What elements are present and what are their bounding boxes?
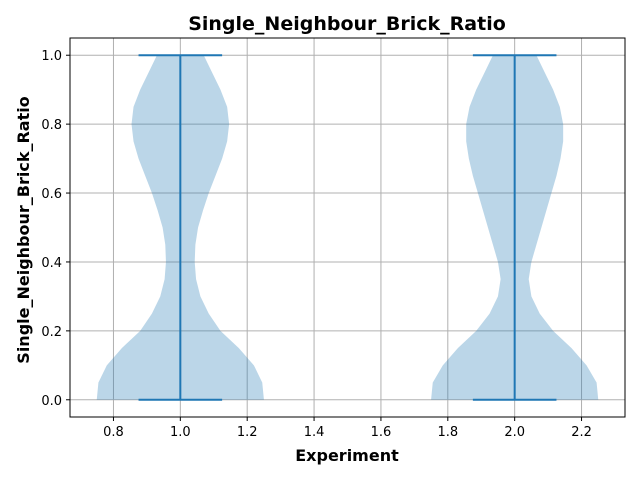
y-tick-label: 1.0 — [41, 49, 62, 64]
y-tick-label: 0.2 — [41, 325, 62, 340]
x-tick-label: 1.4 — [304, 425, 325, 440]
x-tick-label: 2.0 — [504, 425, 525, 440]
x-axis-label: Experiment — [295, 446, 399, 465]
violins — [96, 54, 599, 401]
x-tick-label: 1.2 — [237, 425, 258, 440]
y-tick-label: 0.6 — [41, 187, 62, 202]
axes: 0.8 1.0 1.2 1.4 1.6 1.8 2.0 2.2 0.0 0.2 0.4 0.6 0.8 1… — [41, 37, 626, 440]
x-tick-label: 1.0 — [170, 425, 191, 440]
y-tick-label: 0.0 — [41, 394, 62, 409]
x-tick-label: 2.2 — [571, 425, 592, 440]
chart-title: Single_Neighbour_Brick_Ratio — [188, 13, 506, 35]
plot-frame — [69, 37, 626, 418]
x-tick-label: 1.8 — [437, 425, 458, 440]
y-tick-label: 0.8 — [41, 118, 62, 133]
x-tick-label: 1.6 — [371, 425, 392, 440]
y-axis-label: Single_Neighbour_Brick_Ratio — [14, 96, 33, 363]
y-tick-label: 0.4 — [41, 256, 62, 271]
x-tick-label: 0.8 — [103, 425, 124, 440]
